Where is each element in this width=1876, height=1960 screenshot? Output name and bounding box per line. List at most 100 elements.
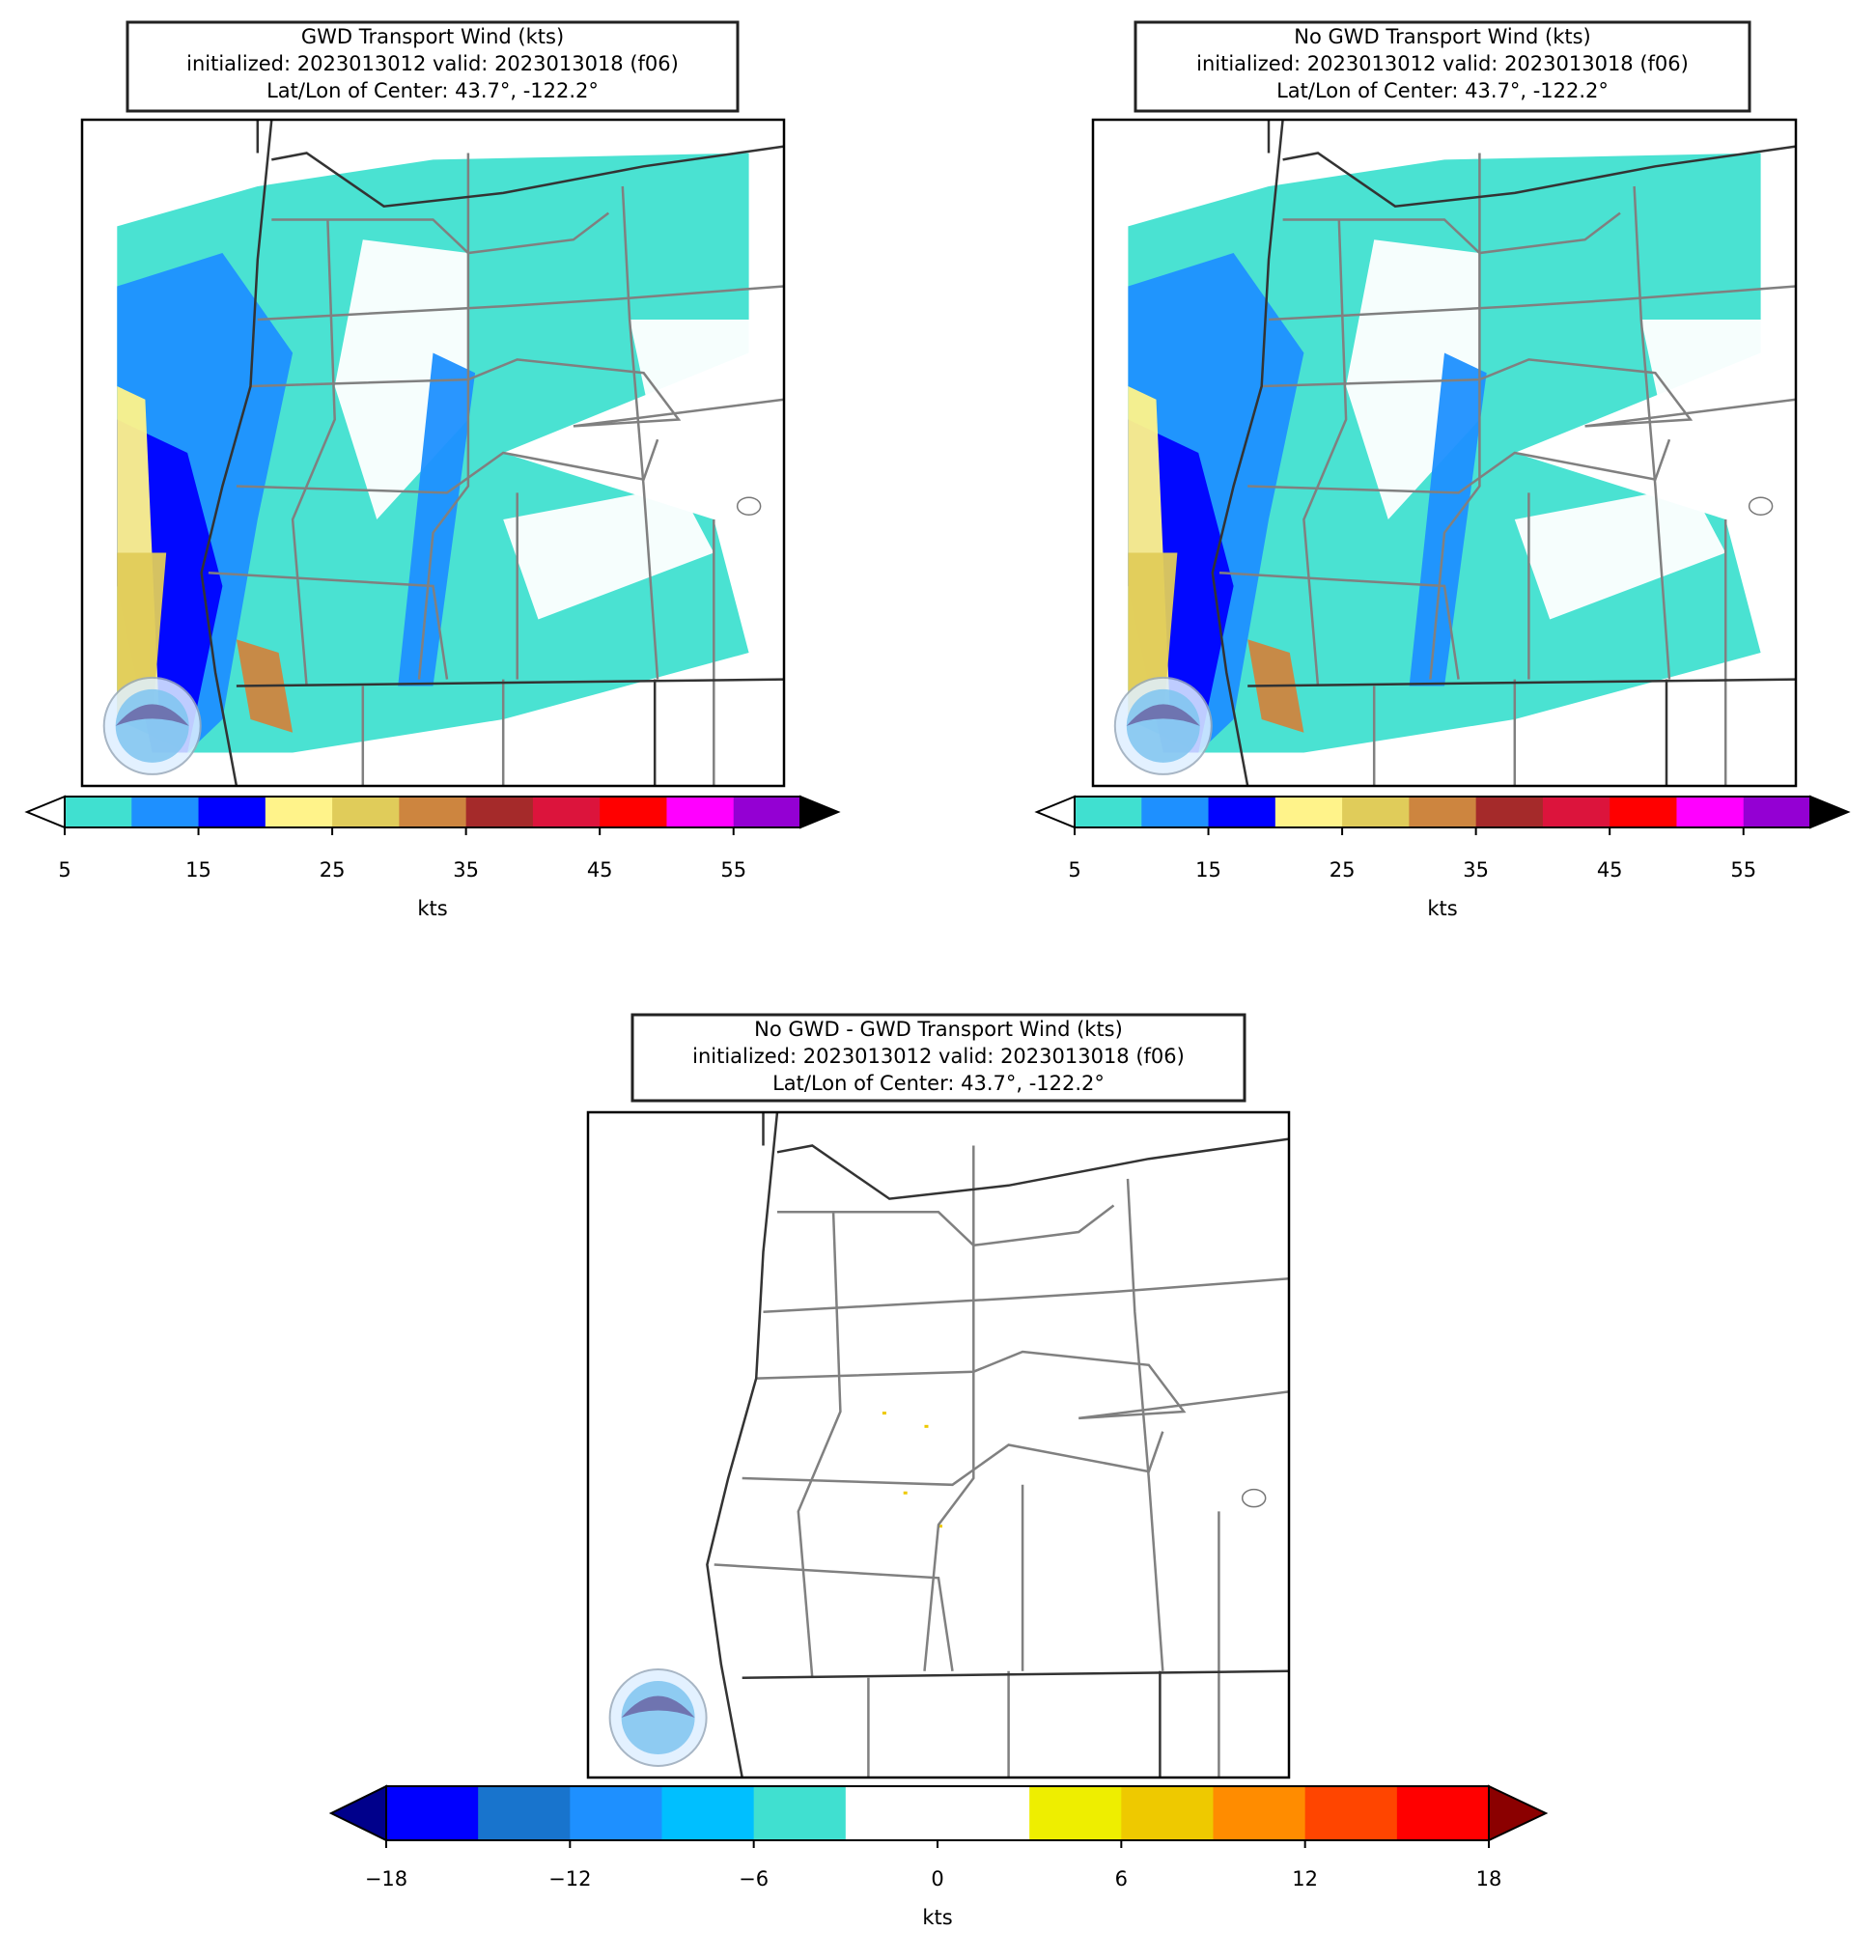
map-bg: [588, 1112, 1289, 1778]
county-line: [208, 571, 449, 680]
panel: No GWD - GWD Transport Wind (kts) initial…: [328, 1013, 1549, 1929]
state-line: [236, 678, 784, 687]
title-box: [630, 1013, 1246, 1103]
colorbar-bin: [386, 1786, 479, 1840]
shaded-spot: [938, 1525, 942, 1528]
colorbar-over: [1488, 1784, 1549, 1842]
colorbar-tick-label: 55: [1730, 858, 1756, 882]
state-line: [706, 1112, 779, 1778]
colorbar-tick-label: 6: [1115, 1867, 1128, 1890]
state-line: [1282, 145, 1796, 208]
colorbar-tick-label: 5: [1068, 858, 1080, 882]
shaded-area: [503, 486, 714, 620]
colorbar-bin: [1304, 1786, 1398, 1840]
title-line: No GWD Transport Wind (kts): [1294, 25, 1591, 48]
colorbar-tick-label: 0: [931, 1867, 943, 1890]
colorbar-label: kts: [922, 1906, 952, 1929]
county-line: [1302, 219, 1348, 686]
map: [1093, 120, 1796, 786]
colorbar-under: [24, 795, 66, 829]
county-line: [1126, 1178, 1164, 1671]
colorbar-bin: [1676, 797, 1745, 827]
title-line: No GWD - GWD Transport Wind (kts): [754, 1018, 1123, 1041]
county-line: [923, 1145, 975, 1671]
state-line: [742, 1669, 1289, 1679]
county-line: [417, 153, 470, 680]
county-line: [1247, 438, 1671, 494]
colorbar-under: [1034, 795, 1076, 829]
colorbar-bin: [1274, 797, 1343, 827]
colorbar-bin: [65, 797, 132, 827]
map: [588, 1112, 1289, 1778]
colorbar-bin: [733, 797, 801, 827]
state-line: [776, 1137, 1289, 1200]
title-line: initialized: 2023013012 valid: 202301301…: [1196, 52, 1689, 75]
colorbar-tick-label: 45: [587, 858, 613, 882]
colorbar-bin: [1121, 1786, 1214, 1840]
county-line: [763, 1277, 1289, 1313]
county-line: [291, 219, 336, 686]
colorbar-tick-label: 25: [1330, 858, 1356, 882]
noaa-logo-inner: [621, 1680, 695, 1754]
colorbar-bin: [661, 1786, 755, 1840]
colorbar-bin: [1213, 1786, 1306, 1840]
colorbar-tick-label: 15: [185, 858, 211, 882]
colorbar-tick-label: −12: [548, 1867, 591, 1890]
shaded-area: [630, 320, 756, 466]
colorbar-bin: [1029, 1786, 1122, 1840]
colorbar-frame: [1074, 796, 1811, 828]
colorbar-bin: [753, 1786, 847, 1840]
colorbar-bin: [265, 797, 333, 827]
map-frame: [80, 118, 786, 788]
shaded-spot: [924, 1424, 929, 1428]
title-box: [1134, 20, 1751, 113]
colorbar-bin: [399, 797, 467, 827]
map-frame: [586, 1110, 1291, 1779]
colorbar-tick-label: 18: [1476, 1867, 1502, 1890]
colorbar-tick-label: 12: [1292, 1867, 1318, 1890]
colorbar-bin: [600, 797, 667, 827]
colorbar-bin: [1409, 797, 1477, 827]
colorbar-bin: [938, 1786, 1030, 1840]
map: [82, 120, 784, 786]
colorbar-bin: [478, 1786, 571, 1840]
noaa-logo-bird: [115, 704, 189, 726]
noaa-logo-bird: [1126, 704, 1200, 726]
shaded-area: [398, 352, 476, 686]
county-line: [742, 1431, 1164, 1487]
colorbar-label: kts: [1427, 897, 1457, 920]
county-line: [1429, 153, 1481, 680]
colorbar-frame: [64, 796, 801, 828]
colorbar-bin: [666, 797, 735, 827]
colorbar-tick-label: 35: [1463, 858, 1489, 882]
shaded-spot: [882, 1412, 886, 1415]
colorbar-bin: [1475, 797, 1544, 827]
colorbar-bin: [845, 1786, 938, 1840]
colorbar-tick-label: −6: [739, 1867, 769, 1890]
colorbar-over: [1809, 795, 1851, 829]
county-line: [236, 438, 659, 494]
title-line: Lat/Lon of Center: 43.7°, -122.2°: [266, 79, 599, 102]
county-line: [257, 285, 784, 322]
colorbar-bin: [570, 1786, 662, 1840]
county-line: [621, 185, 659, 680]
colorbar-label: kts: [417, 897, 447, 920]
colorbar-tick-label: 55: [720, 858, 746, 882]
county-line: [714, 1563, 954, 1671]
colorbar-bin: [532, 797, 601, 827]
colorbar-bin: [1342, 797, 1410, 827]
colorbar-bin: [332, 797, 400, 827]
lake: [1241, 1488, 1267, 1508]
title-box: [126, 20, 740, 113]
panel: GWD Transport Wind (kts) initialized: 202…: [24, 20, 841, 920]
colorbar-bin: [1075, 797, 1142, 827]
colorbar-tick-label: 25: [320, 858, 346, 882]
shaded-area: [1640, 320, 1768, 466]
title-line: initialized: 2023013012 valid: 202301301…: [186, 52, 679, 75]
panel: No GWD Transport Wind (kts) initialized: …: [1034, 20, 1851, 920]
noaa-logo-inner: [115, 688, 189, 763]
county-line: [1268, 285, 1796, 322]
title-line: GWD Transport Wind (kts): [301, 25, 564, 48]
state-line: [1211, 120, 1284, 786]
